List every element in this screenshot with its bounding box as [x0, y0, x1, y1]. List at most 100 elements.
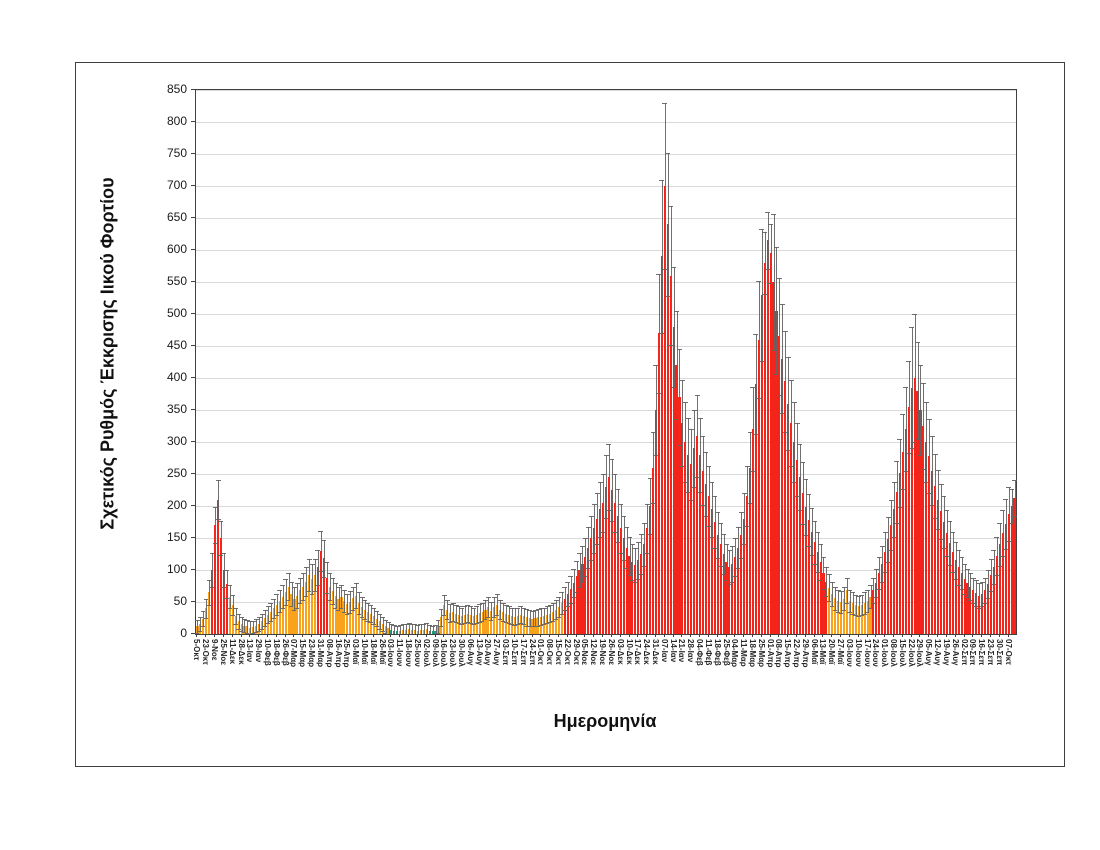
- bar: [819, 562, 822, 634]
- error-bar: [447, 600, 449, 620]
- error-bar-cap: [973, 605, 979, 607]
- error-bar-cap: [512, 608, 518, 610]
- bar: [302, 586, 305, 634]
- x-tick-mark: [972, 634, 974, 637]
- error-bar: [664, 102, 666, 270]
- error-bar: [450, 603, 452, 622]
- x-tick-mark: [337, 634, 339, 637]
- error-bar-cap: [312, 559, 318, 561]
- error-bar-cap: [218, 521, 224, 523]
- error-bar: [641, 534, 643, 574]
- bar: [604, 486, 608, 634]
- bar: [866, 600, 869, 634]
- bar: [681, 422, 684, 634]
- error-bar: [761, 228, 763, 361]
- error-bar-cap: [706, 526, 712, 528]
- error-bar-cap: [647, 477, 653, 479]
- error-bar-cap: [244, 619, 250, 621]
- bar: [596, 518, 599, 634]
- error-bar: [682, 379, 684, 466]
- error-bar: [976, 580, 978, 606]
- error-bar-cap: [841, 610, 847, 612]
- y-tick-mark: [191, 313, 195, 314]
- bar: [590, 538, 593, 634]
- error-bar-cap: [703, 451, 709, 453]
- error-bar-cap: [700, 436, 706, 438]
- error-bar: [705, 451, 707, 516]
- error-bar: [603, 474, 605, 532]
- error-bar-cap: [553, 600, 559, 602]
- bar: [851, 603, 854, 634]
- error-bar: [464, 606, 466, 624]
- gridline: [196, 410, 1016, 411]
- error-bar-cap: [829, 582, 835, 584]
- error-bar-cap: [271, 598, 277, 600]
- error-bar-cap: [776, 395, 782, 397]
- x-tick-mark: [399, 634, 401, 637]
- error-bar-cap: [697, 491, 703, 493]
- error-bar-cap: [568, 575, 574, 577]
- y-tick-label: 500: [166, 306, 187, 320]
- error-bar: [791, 379, 793, 466]
- error-bar: [558, 596, 560, 618]
- error-bar: [326, 562, 328, 594]
- error-bar-cap: [818, 580, 824, 582]
- error-bar: [367, 602, 369, 621]
- bar: [651, 467, 655, 634]
- error-bar-cap: [353, 583, 359, 585]
- error-bar: [253, 620, 255, 634]
- error-bar-cap: [306, 591, 312, 593]
- x-tick-label: 07-Οκτ: [1003, 639, 1013, 665]
- error-bar-cap: [994, 575, 1000, 577]
- bar: [760, 294, 763, 634]
- error-bar: [553, 602, 555, 621]
- error-bar: [785, 330, 787, 432]
- x-tick-mark: [796, 634, 798, 637]
- error-bar-cap: [782, 431, 788, 433]
- x-tick-mark: [284, 634, 286, 637]
- error-bar: [550, 604, 552, 623]
- error-bar-cap: [679, 379, 685, 381]
- bar: [457, 614, 461, 634]
- error-bar-cap: [347, 612, 353, 614]
- y-tick-mark: [191, 249, 195, 250]
- error-bar: [497, 594, 499, 615]
- bar: [672, 326, 675, 634]
- bar: [919, 410, 922, 634]
- error-bar-cap: [765, 211, 771, 213]
- x-tick-label: 24-Δεκ: [642, 639, 652, 665]
- bar: [907, 406, 910, 634]
- error-bar-cap: [356, 614, 362, 616]
- error-bar-cap: [477, 603, 483, 605]
- error-bar-cap: [818, 544, 824, 546]
- error-bar: [617, 489, 619, 542]
- error-bar-cap: [209, 553, 215, 555]
- error-bar-cap: [588, 515, 594, 517]
- error-bar-cap: [847, 589, 853, 591]
- error-bar-cap: [676, 445, 682, 447]
- error-bar: [417, 625, 419, 634]
- x-tick-label: 15-Οκτ: [553, 639, 563, 665]
- error-bar-cap: [718, 523, 724, 525]
- bar: [216, 499, 220, 634]
- bar: [293, 598, 296, 634]
- x-tick-mark: [637, 634, 639, 637]
- error-bar-cap: [788, 379, 794, 381]
- x-tick-label: 5-Οκτ: [192, 639, 202, 661]
- x-tick-mark: [610, 634, 612, 637]
- x-tick-label: 03-Ιουν: [386, 639, 396, 667]
- bar: [772, 282, 775, 634]
- error-bar-cap: [732, 538, 738, 539]
- error-bar-cap: [926, 493, 932, 495]
- bar: [998, 544, 1001, 634]
- x-tick-label: 15-Μαρ: [298, 639, 308, 668]
- error-bar: [914, 314, 916, 442]
- error-bar-cap: [197, 630, 203, 632]
- error-bar: [238, 613, 240, 629]
- bar: [892, 509, 896, 634]
- bar: [308, 575, 311, 634]
- error-bar-cap: [277, 611, 283, 613]
- error-bar-cap: [917, 455, 923, 457]
- error-bar: [347, 593, 349, 615]
- bar: [355, 595, 358, 634]
